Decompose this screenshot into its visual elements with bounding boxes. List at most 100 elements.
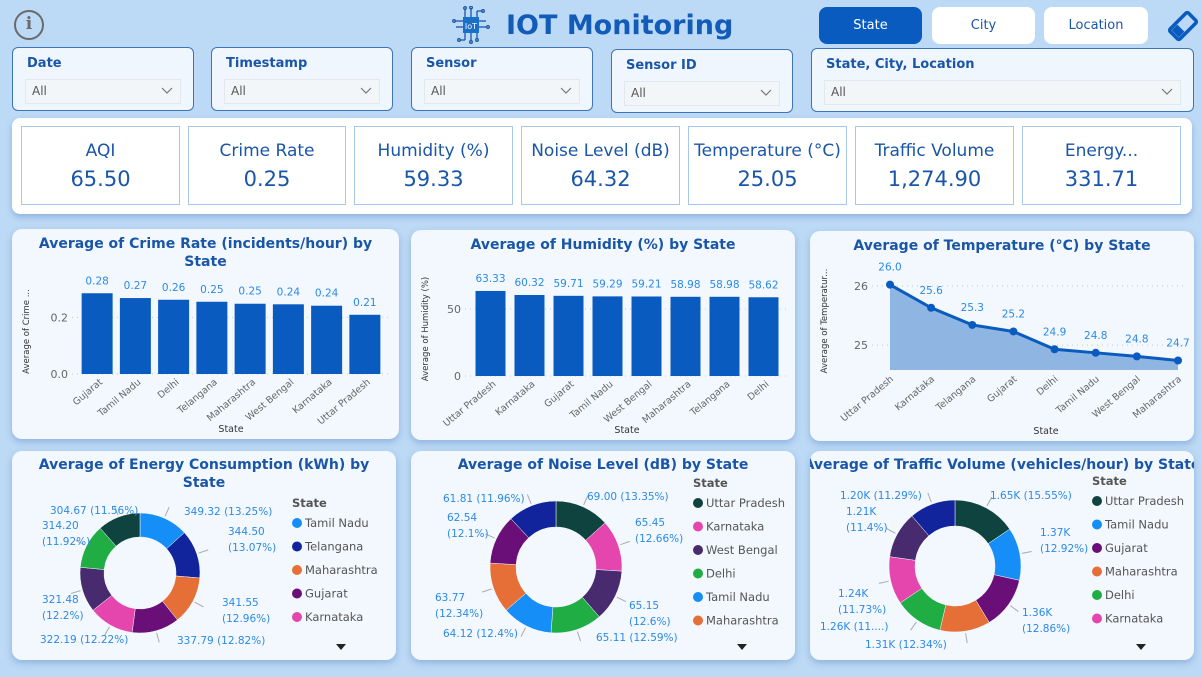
data-label: (12.34%)	[435, 608, 483, 620]
chart-title: Average of Energy Consumption (kWh) by	[39, 457, 370, 473]
traffic-donut-chart: Average of Traffic Volume (vehicles/hour…	[804, 457, 1201, 651]
chart-card-crime-rate: Average of Crime Rate (incidents/hour) b…	[12, 229, 399, 439]
bar-west-bengal	[272, 304, 304, 374]
x-tick-label: Telangana	[688, 379, 733, 419]
kpi-card-energy: Energy... 331.71	[1022, 126, 1181, 205]
legend-item: Tamil Nadu	[705, 590, 770, 604]
slicer-sensor[interactable]: Sensor All	[411, 47, 593, 111]
leader-line	[878, 580, 889, 584]
slicer-sensor-value: All	[431, 84, 446, 98]
kpi-card-temperature: Temperature (°C) 25.05	[688, 126, 847, 205]
bar-maharashtra	[670, 296, 701, 376]
leader-line	[910, 621, 917, 631]
legend-item: Gujarat	[1105, 541, 1148, 555]
legend-title: State	[1092, 474, 1127, 488]
bar-delhi	[748, 297, 779, 376]
legend-marker	[693, 521, 703, 532]
data-label: (12.66%)	[635, 533, 683, 545]
data-label: (12.86%)	[1022, 623, 1070, 635]
kpi-value: 1,274.90	[887, 166, 982, 191]
legend-marker	[1092, 613, 1102, 624]
chart-title: Average of Traffic Volume (vehicles/hour…	[810, 457, 1194, 473]
data-label: 1.31K (12.34%)	[865, 639, 947, 651]
leader-line	[583, 495, 589, 506]
legend-marker	[693, 498, 703, 508]
data-label: 1.26K (11....)	[820, 621, 889, 633]
slicer-date[interactable]: Date All	[12, 47, 194, 111]
nav-button-state-label: State	[853, 18, 888, 33]
data-label: (12.96%)	[222, 613, 270, 625]
kpi-label: Noise Level (dB)	[531, 140, 670, 161]
x-tick-label: Karnataka	[893, 374, 937, 413]
data-label: 63.77	[435, 592, 465, 604]
nav-button-city[interactable]: City	[932, 7, 1035, 44]
leader-line	[75, 539, 85, 546]
bar-gujarat	[553, 295, 584, 376]
data-label: 349.32 (13.25%)	[184, 506, 272, 518]
bar-tamil-nadu	[592, 296, 623, 376]
slice-uttar-pradesh	[99, 512, 141, 547]
data-label: (11.92%)	[42, 536, 90, 548]
legend-marker	[292, 565, 302, 575]
data-label: 321.48	[42, 594, 79, 606]
slicer-sensor-id[interactable]: Sensor ID All	[611, 49, 793, 113]
leader-line	[620, 540, 630, 546]
legend-scroll-down-icon[interactable]	[336, 644, 346, 650]
data-label: (12.6%)	[629, 616, 671, 628]
slicer-state-city-location-dropdown[interactable]: All	[824, 80, 1181, 105]
x-tick-label: Uttar Pradesh	[839, 374, 896, 424]
leader-line	[164, 506, 170, 517]
chart-card-traffic: Average of Traffic Volume (vehicles/hour…	[804, 451, 1201, 660]
legend-item: Gujarat	[305, 587, 348, 601]
series-line	[889, 283, 1179, 363]
slicer-sensor-id-value: All	[631, 86, 646, 100]
data-label: 304.67 (11.56%)	[50, 505, 138, 517]
crime-rate-bar-chart: Average of Crime Rate (incidents/hour) b…	[22, 236, 388, 435]
kpi-card-crime-rate: Crime Rate 0.25	[188, 126, 346, 205]
data-label: (12.1%)	[447, 528, 489, 540]
x-tick-label: Telangana	[933, 374, 978, 414]
bar-delhi	[158, 299, 190, 374]
slicer-timestamp-dropdown[interactable]: All	[224, 79, 380, 104]
kpi-value: 0.25	[243, 166, 291, 191]
temperature-area-chart: Average of Temperature (°C) by State 25 26…	[820, 238, 1190, 437]
slicer-sensor-dropdown[interactable]: All	[424, 79, 580, 104]
slicer-state-city-location[interactable]: State, City, Location All	[811, 48, 1194, 112]
legend-item: Maharashtra	[1105, 565, 1178, 579]
data-label: (11.73%)	[838, 604, 886, 616]
kpi-card-aqi: AQI 65.50	[21, 126, 180, 205]
legend-marker	[693, 615, 703, 626]
bar-uttar-pradesh	[349, 314, 381, 374]
data-label: 26.0	[878, 262, 901, 274]
x-axis-title: State	[218, 424, 243, 435]
leader-line	[526, 494, 532, 504]
slicer-sensor-id-label: Sensor ID	[626, 58, 697, 73]
x-tick-label: Delhi	[746, 379, 772, 403]
slicer-sensor-id-dropdown[interactable]: All	[624, 81, 780, 106]
chevron-down-icon	[760, 89, 772, 96]
x-axis-title: State	[614, 425, 639, 436]
legend-scroll-down-icon[interactable]	[1136, 644, 1146, 650]
info-icon[interactable]: i	[14, 10, 44, 40]
nav-button-location[interactable]: Location	[1044, 7, 1148, 44]
data-point	[1174, 356, 1182, 365]
legend-item: Uttar Pradesh	[1105, 494, 1184, 508]
y-tick-label: 0.0	[51, 368, 69, 381]
legend-item: Maharashtra	[305, 563, 378, 577]
x-tick-label: Delhi	[156, 377, 182, 401]
slicer-state-city-location-label: State, City, Location	[826, 57, 975, 72]
data-label: 58.98	[670, 279, 700, 291]
data-point	[1132, 352, 1141, 361]
eraser-icon[interactable]	[1168, 10, 1198, 42]
slicer-date-dropdown[interactable]: All	[25, 79, 181, 104]
data-label: 59.71	[553, 278, 583, 290]
nav-button-state[interactable]: State	[819, 7, 922, 44]
legend-item: Delhi	[706, 567, 736, 581]
y-tick-label: 26	[854, 280, 868, 293]
legend-marker	[1092, 519, 1102, 530]
slicer-timestamp[interactable]: Timestamp All	[211, 47, 393, 111]
data-label: 0.24	[315, 288, 339, 300]
legend-scroll-down-icon[interactable]	[737, 644, 747, 650]
bar-uttar-pradesh	[475, 290, 506, 376]
kpi-label: AQI	[85, 140, 116, 161]
